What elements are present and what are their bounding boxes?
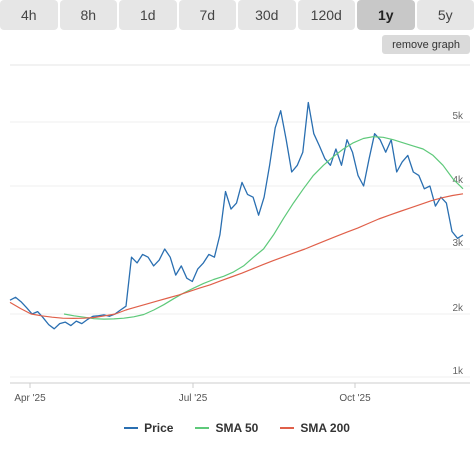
chart-legend: Price SMA 50 SMA 200 xyxy=(0,421,474,435)
y-tick-label: 5k xyxy=(452,111,464,122)
timeframe-tabs: 4h 8h 1d 7d 30d 120d 1y 5y xyxy=(0,0,474,30)
remove-graph-button[interactable]: remove graph xyxy=(382,35,470,54)
legend-item-price[interactable]: Price xyxy=(124,421,173,435)
y-tick-label: 3k xyxy=(452,238,464,249)
legend-label: Price xyxy=(144,421,174,435)
x-tick-label: Oct '25 xyxy=(339,393,371,404)
legend-swatch xyxy=(195,427,210,429)
legend-swatch xyxy=(280,427,295,429)
tab-7d[interactable]: 7d xyxy=(178,0,236,30)
y-tick-label: 2k xyxy=(452,303,464,314)
legend-label: SMA 200 xyxy=(300,421,350,435)
series-line-sma-50 xyxy=(63,136,464,320)
tab-30d[interactable]: 30d xyxy=(238,0,296,30)
y-tick-label: 4k xyxy=(452,175,464,186)
tab-4h[interactable]: 4h xyxy=(0,0,58,30)
y-tick-label: 1k xyxy=(452,366,464,377)
legend-label: SMA 50 xyxy=(215,421,259,435)
legend-item-sma-200[interactable]: SMA 200 xyxy=(280,421,350,435)
legend-swatch xyxy=(124,427,139,429)
tab-1d[interactable]: 1d xyxy=(119,0,177,30)
x-tick-label: Jul '25 xyxy=(179,393,208,404)
series-line-sma-200 xyxy=(9,193,464,319)
tab-8h[interactable]: 8h xyxy=(59,0,117,30)
tab-5y[interactable]: 5y xyxy=(416,0,474,30)
series-line-price xyxy=(9,101,464,330)
tab-1y[interactable]: 1y xyxy=(357,0,415,30)
legend-item-sma-50[interactable]: SMA 50 xyxy=(195,421,258,435)
x-tick-label: Apr '25 xyxy=(14,393,46,404)
tab-120d[interactable]: 120d xyxy=(297,0,355,30)
